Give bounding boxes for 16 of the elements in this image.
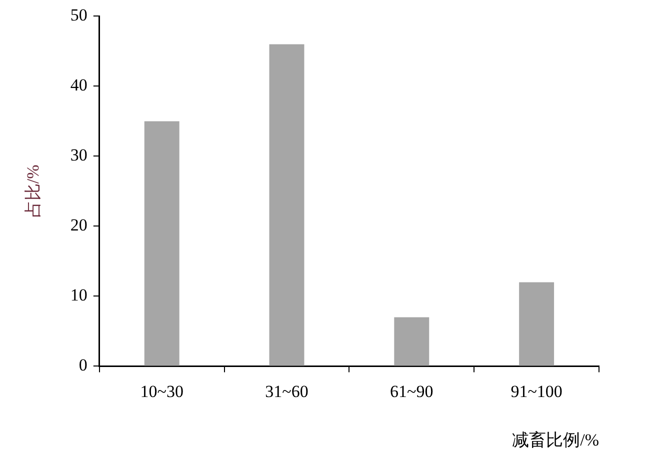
y-tick-label: 30 — [70, 146, 88, 165]
y-tick-label: 40 — [70, 76, 88, 95]
x-tick-label: 31~60 — [265, 382, 308, 401]
x-axis-title: 减畜比例/% — [512, 430, 599, 450]
x-tick-label: 10~30 — [140, 382, 184, 401]
bar — [394, 317, 430, 366]
x-tick-label: 61~90 — [390, 382, 434, 401]
y-tick-label: 50 — [70, 6, 88, 25]
y-axis-title: 占比/% — [24, 164, 43, 218]
y-tick-label: 0 — [78, 356, 88, 375]
bar — [519, 282, 554, 366]
bar — [144, 121, 180, 366]
x-tick-label: 91~100 — [510, 382, 562, 401]
bar — [269, 44, 304, 366]
y-tick-label: 20 — [70, 216, 88, 235]
y-tick-label: 10 — [70, 286, 88, 305]
